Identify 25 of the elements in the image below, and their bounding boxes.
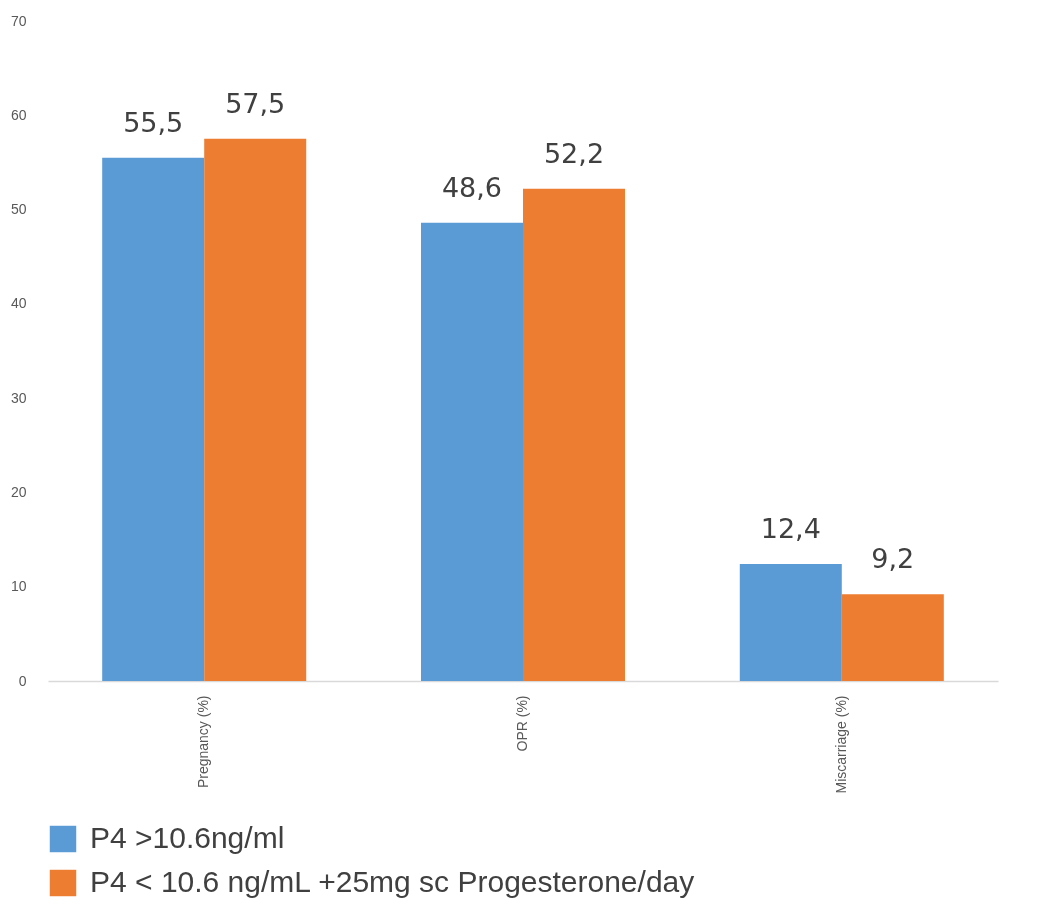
- y-tick-label: 20: [10, 483, 27, 500]
- legend-label: P4 >10.6ng/ml: [90, 821, 285, 854]
- bar: [739, 564, 842, 681]
- y-tick-label: 60: [10, 106, 27, 123]
- bar: [523, 188, 626, 681]
- x-tick-label: Miscarriage (%): [832, 695, 849, 794]
- y-tick-label: 0: [18, 672, 27, 689]
- x-tick-label: Pregnancy (%): [195, 695, 212, 789]
- data-label: 48,6: [441, 171, 503, 203]
- y-tick-label: 40: [10, 295, 27, 312]
- y-tick-label: 10: [10, 578, 27, 595]
- data-label: 12,4: [760, 513, 821, 545]
- data-label: 57,5: [225, 87, 286, 119]
- bar: [102, 157, 205, 681]
- legend-label: P4 < 10.6 ng/mL +25mg sc Progesterone/day: [90, 865, 695, 898]
- y-tick-label: 30: [10, 389, 27, 406]
- bar: [841, 594, 944, 681]
- y-tick-label: 70: [10, 12, 27, 29]
- y-tick-label: 50: [10, 201, 27, 218]
- bar: [420, 222, 523, 681]
- bar: [204, 138, 307, 681]
- data-label: 55,5: [123, 106, 184, 138]
- x-tick-label: OPR (%): [514, 695, 530, 752]
- data-label: 52,2: [543, 137, 605, 169]
- data-label: 9,2: [871, 543, 915, 575]
